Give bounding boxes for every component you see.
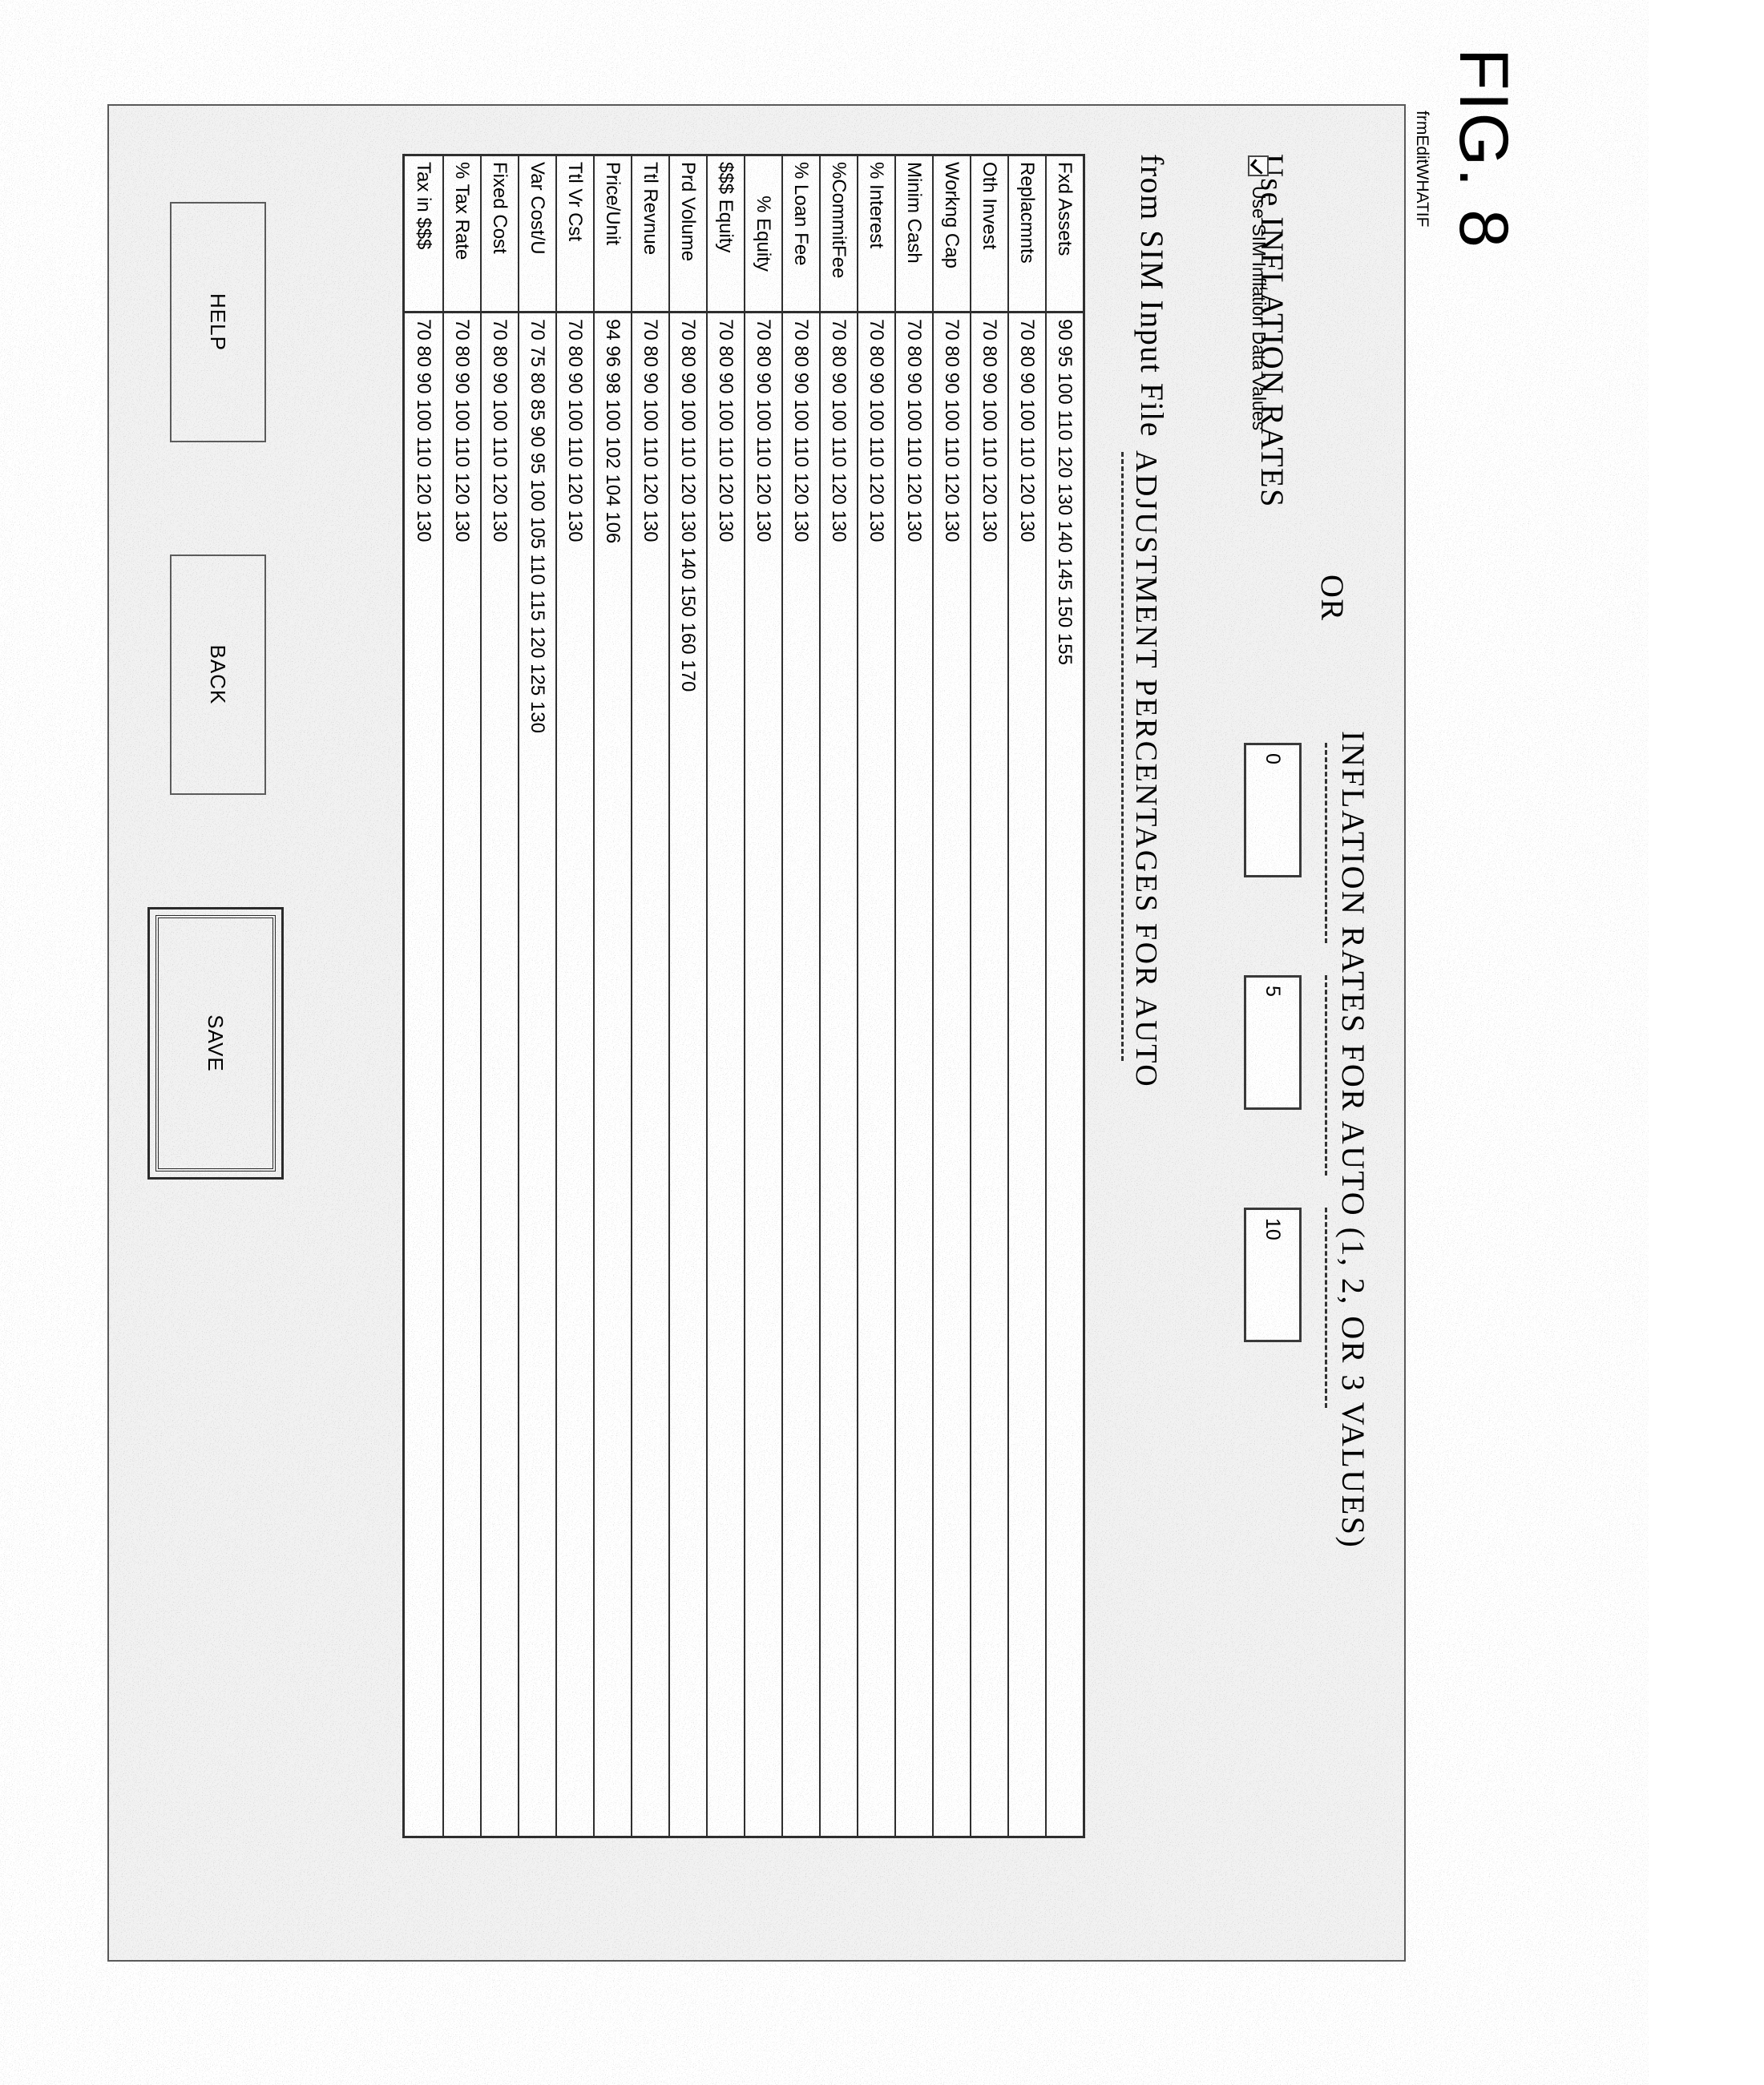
row-label: Replacmnts [1009,156,1045,313]
inflation-rate-3-input[interactable]: 10 [1244,1208,1302,1342]
table-row[interactable]: Ttl Revnue70 80 90 100 110 120 130 [631,156,668,1836]
table-row[interactable]: % Loan Fee70 80 90 100 110 120 130 [781,156,819,1836]
header-auto-inflation-title: INFLATION RATES FOR AUTO (1, 2, OR 3 VAL… [1334,731,1372,1549]
table-row[interactable]: Replacmnts70 80 90 100 110 120 130 [1007,156,1045,1836]
application-window: Use INFLATION RATES from SIM Input File … [107,104,1406,1962]
row-values-input[interactable]: 70 80 90 100 110 120 130 [708,313,744,1836]
row-values-input[interactable]: 70 80 90 100 110 120 130 [444,313,480,1836]
table-row[interactable]: % Equity70 80 90 100 110 120 130 [744,156,781,1836]
table-row[interactable]: Workng Cap70 80 90 100 110 120 130 [932,156,970,1836]
row-label: %CommitFee [821,156,857,313]
help-button[interactable]: HELP [170,202,266,442]
row-label: % Interest [858,156,894,313]
row-values-input[interactable]: 70 80 90 100 110 120 130 [557,313,593,1836]
row-label: Prd Volume [670,156,706,313]
row-values-input[interactable]: 70 80 90 100 110 120 130 [934,313,970,1836]
row-label: Ttl Vr Cst [557,156,593,313]
row-label: % Equity [745,156,781,313]
table-row[interactable]: Ttl Vr Cst70 80 90 100 110 120 130 [555,156,593,1836]
form-caption: frmEditWHATIF [1412,111,1431,227]
row-label: $$$ Equity [708,156,744,313]
table-row[interactable]: Fxd Assets90 95 100 110 120 130 140 145 … [1045,156,1083,1836]
table-row[interactable]: % Tax Rate70 80 90 100 110 120 130 [442,156,480,1836]
row-label: Oth Invest [971,156,1007,313]
row-values-input[interactable]: 70 80 90 100 110 120 130 [821,313,857,1836]
table-row[interactable]: $$$ Equity70 80 90 100 110 120 130 [706,156,744,1836]
row-values-input[interactable]: 70 80 90 100 110 120 130 140 150 160 170 [670,313,706,1836]
row-values-input[interactable]: 70 80 90 100 110 120 130 [896,313,932,1836]
row-label: Ttl Revnue [632,156,668,313]
figure-label: FIG. 8 [1427,48,1523,369]
row-values-input[interactable]: 70 80 90 100 110 120 130 [405,313,442,1836]
back-button[interactable]: BACK [170,555,266,795]
row-values-input[interactable]: 70 80 90 100 110 120 130 [971,313,1007,1836]
table-row[interactable]: Fixed Cost70 80 90 100 110 120 130 [480,156,518,1836]
row-label: % Tax Rate [444,156,480,313]
dashed-rule-input-1 [1325,743,1327,943]
table-row[interactable]: Oth Invest70 80 90 100 110 120 130 [970,156,1007,1836]
table-row[interactable]: Tax in $$$70 80 90 100 110 120 130 [405,156,442,1836]
table-row[interactable]: Prd Volume70 80 90 100 110 120 130 140 1… [668,156,706,1836]
table-row[interactable]: % Interest70 80 90 100 110 120 130 [857,156,894,1836]
row-values-input[interactable]: 70 80 90 100 110 120 130 [1009,313,1045,1836]
row-values-input[interactable]: 70 80 90 100 110 120 130 [482,313,518,1836]
row-label: Workng Cap [934,156,970,313]
row-label: Fxd Assets [1047,156,1083,313]
row-values-input[interactable]: 70 80 90 100 110 120 130 [632,313,668,1836]
row-label: Tax in $$$ [405,156,442,313]
row-label: % Loan Fee [783,156,819,313]
dashed-rule-input-3 [1325,1208,1327,1408]
row-label: Fixed Cost [482,156,518,313]
adjustment-percentages-grid[interactable]: Fxd Assets90 95 100 110 120 130 140 145 … [402,154,1085,1838]
use-sim-inflation-checkbox-row[interactable]: Use SIM Inflation Data Values [1248,155,1270,430]
row-values-input[interactable]: 70 80 90 100 110 120 130 [858,313,894,1836]
checkbox-checked-icon[interactable] [1249,155,1270,176]
row-label: Var Cost/U [519,156,555,313]
inflation-rate-2-input[interactable]: 5 [1244,975,1302,1110]
table-row[interactable]: %CommitFee70 80 90 100 110 120 130 [819,156,857,1836]
row-values-input[interactable]: 70 80 90 100 110 120 130 [745,313,781,1836]
use-sim-inflation-checkbox-label: Use SIM Inflation Data Values [1248,186,1270,430]
header-or-separator: OR [1314,575,1351,622]
dashed-rule-input-2 [1325,975,1327,1176]
table-row[interactable]: Minim Cash70 80 90 100 110 120 130 [894,156,932,1836]
row-label: Minim Cash [896,156,932,313]
rotated-page-canvas: frmEditWHATIF Use INFLATION RATES from S… [96,104,1435,1971]
table-row[interactable]: Price/Unit94 96 98 100 102 104 106 [593,156,631,1836]
row-values-input[interactable]: 90 95 100 110 120 130 140 145 150 155 [1047,313,1083,1836]
inflation-rate-1-input[interactable]: 0 [1244,743,1302,877]
row-values-input[interactable]: 94 96 98 100 102 104 106 [595,313,631,1836]
row-values-input[interactable]: 70 75 80 85 90 95 100 105 110 115 120 12… [519,313,555,1836]
table-row[interactable]: Var Cost/U70 75 80 85 90 95 100 105 110 … [518,156,555,1836]
header-left-title: Use INFLATION RATES from SIM Input File [1052,154,1372,508]
dashed-rule-adjustment [1121,452,1124,1061]
save-button[interactable]: SAVE [155,915,276,1172]
row-values-input[interactable]: 70 80 90 100 110 120 130 [783,313,819,1836]
row-label: Price/Unit [595,156,631,313]
header-adjustment-percentages-title: ADJUSTMENT PERCENTAGES FOR AUTO [1128,450,1164,1088]
